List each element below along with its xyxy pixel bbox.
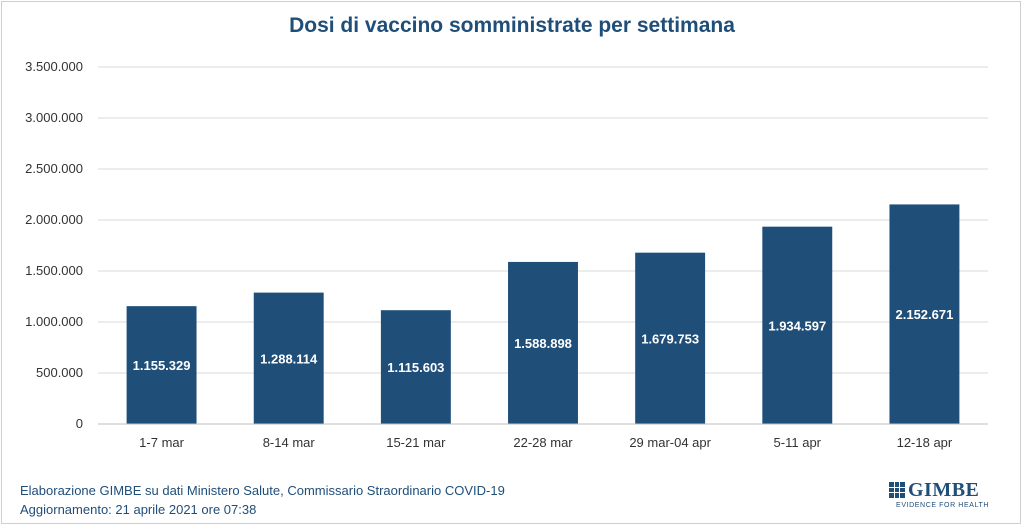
bar-value-label: 1.679.753 bbox=[641, 331, 699, 346]
bar-value-labels: 1.155.329 1.288.114 1.115.603 1.588.898 1.67… bbox=[133, 307, 954, 375]
bar-value-label: 1.155.329 bbox=[133, 358, 191, 373]
y-tick-label: 3.500.000 bbox=[25, 59, 83, 74]
logo-tagline: EVIDENCE FOR HEALTH bbox=[896, 502, 989, 509]
bar bbox=[380, 310, 451, 424]
bar-value-label: 1.934.597 bbox=[768, 318, 826, 333]
x-tick-label: 29 mar-04 apr bbox=[629, 435, 711, 450]
x-axis-tick-labels: 1-7 mar 8-14 mar 15-21 mar 22-28 mar 29 mar-… bbox=[139, 435, 953, 450]
bar-value-label: 1.588.898 bbox=[514, 336, 572, 351]
y-tick-label: 2.000.000 bbox=[25, 212, 83, 227]
chart-title: Dosi di vaccino somministrate per settim… bbox=[289, 14, 735, 37]
y-tick-label: 0 bbox=[76, 416, 83, 431]
y-tick-label: 2.500.000 bbox=[25, 161, 83, 176]
y-tick-label: 500.000 bbox=[36, 365, 83, 380]
bar bbox=[889, 204, 960, 424]
bar-value-label: 1.115.603 bbox=[387, 360, 444, 375]
x-tick-label: 12-18 apr bbox=[897, 435, 953, 450]
bar bbox=[762, 226, 833, 424]
footer-source: Elaborazione GIMBE su dati Ministero Sal… bbox=[20, 483, 505, 498]
x-tick-label: 8-14 mar bbox=[263, 435, 316, 450]
x-tick-label: 22-28 mar bbox=[513, 435, 573, 450]
bar bbox=[508, 261, 578, 424]
bar-value-label: 1.288.114 bbox=[260, 351, 318, 366]
y-tick-label: 1.000.000 bbox=[25, 314, 83, 329]
x-tick-label: 1-7 mar bbox=[139, 435, 184, 450]
gimbe-logo: GIMBE EVIDENCE FOR HEALTH bbox=[889, 479, 989, 512]
footer-updated: Aggiornamento: 21 aprile 2021 ore 07:38 bbox=[20, 502, 257, 517]
bar bbox=[253, 292, 324, 424]
x-tick-label: 15-21 mar bbox=[386, 435, 446, 450]
logo-grid-icon bbox=[889, 482, 905, 498]
logo-name: GIMBE bbox=[908, 479, 980, 501]
x-tick-label: 5-11 apr bbox=[774, 435, 822, 450]
bar bbox=[126, 306, 197, 424]
bar bbox=[635, 252, 706, 424]
y-axis-tick-labels: 0 500.000 1.000.000 1.500.000 2.000.000 2.500… bbox=[25, 59, 83, 431]
bar-value-label: 2.152.671 bbox=[896, 307, 954, 322]
y-tick-label: 3.000.000 bbox=[25, 110, 83, 125]
y-tick-label: 1.500.000 bbox=[25, 263, 83, 278]
bars bbox=[126, 204, 960, 424]
